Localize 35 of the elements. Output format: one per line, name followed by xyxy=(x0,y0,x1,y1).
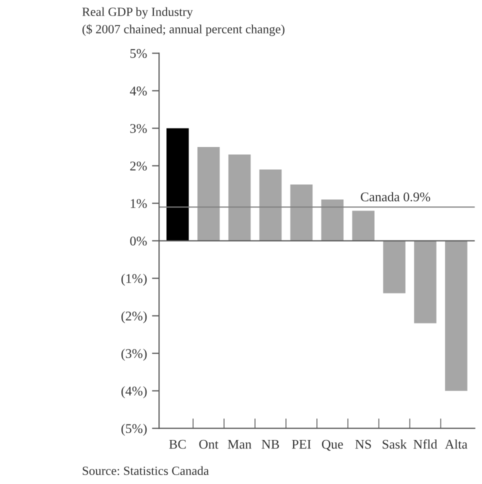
source-note: Source: Statistics Canada xyxy=(82,466,209,476)
x-tick-label: Sask xyxy=(382,439,407,449)
x-tick-label: Nfld xyxy=(414,439,438,449)
bar xyxy=(259,170,282,241)
bar xyxy=(352,210,374,241)
x-tick-label: PEI xyxy=(292,440,311,449)
x-tick-label: Alta xyxy=(444,439,468,449)
y-tick-label: 2% xyxy=(130,162,147,171)
bar xyxy=(321,200,344,241)
chart-title: Real GDP by Industry xyxy=(82,7,193,19)
bar xyxy=(197,147,220,241)
bar xyxy=(228,154,251,241)
chart-subtitle: ($ 2007 chained; annual percent change) xyxy=(82,24,284,36)
bar xyxy=(166,128,189,241)
y-tick-label: (4%) xyxy=(121,386,147,398)
y-tick-label: 3% xyxy=(130,124,147,134)
y-tick-label: (3%) xyxy=(121,348,147,361)
x-tick-label: NS xyxy=(355,440,371,449)
bar xyxy=(383,240,406,294)
y-tick-label: 1% xyxy=(130,199,147,208)
x-tick-label: Man xyxy=(228,440,252,449)
y-tick-label: 5% xyxy=(130,49,147,58)
ref-line-label: Canada 0.9% xyxy=(360,192,430,202)
bar xyxy=(414,240,436,324)
bar xyxy=(290,184,313,241)
y-tick-label: 0% xyxy=(130,236,147,246)
y-tick-label: (2%) xyxy=(121,311,147,324)
y-tick-label: (1%) xyxy=(121,274,147,286)
bar xyxy=(445,240,468,391)
x-tick-label: Ont xyxy=(199,440,218,449)
x-tick-label: NB xyxy=(262,440,280,449)
y-tick-label: (5%) xyxy=(121,424,147,436)
x-tick-label: Que xyxy=(322,440,343,451)
y-tick-label: 4% xyxy=(130,86,147,96)
x-tick-label: BC xyxy=(169,440,186,449)
